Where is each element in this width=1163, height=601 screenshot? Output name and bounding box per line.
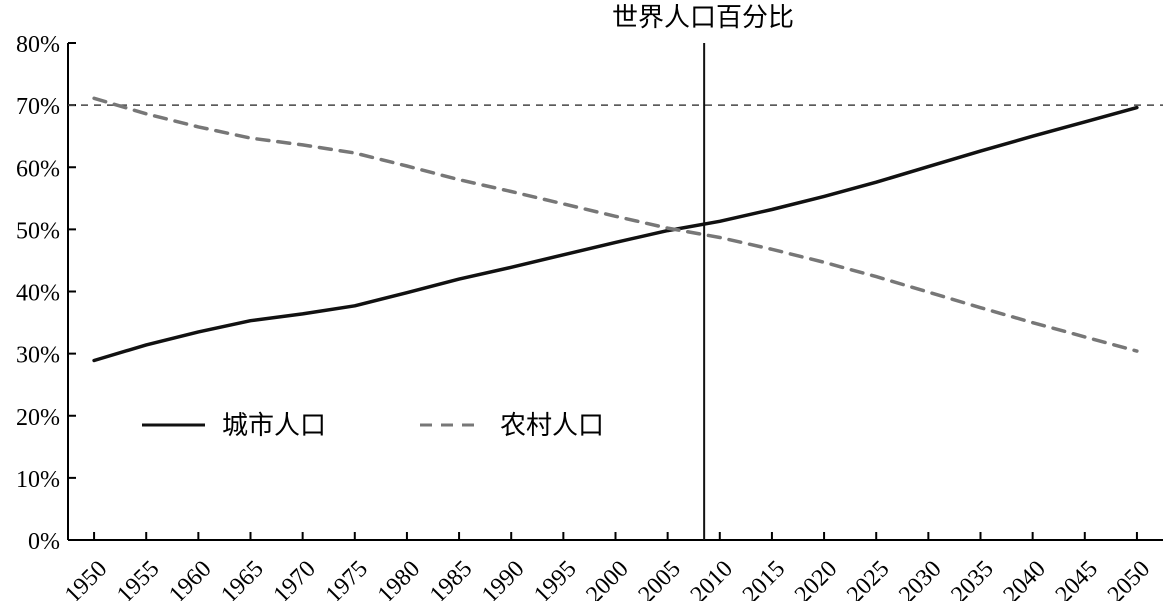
x-tick-label: 2045 bbox=[1051, 556, 1103, 601]
x-tick-label: 2020 bbox=[790, 556, 842, 601]
y-tick-label: 80% bbox=[16, 32, 60, 58]
x-tick-label: 1955 bbox=[112, 556, 164, 601]
y-tick-label: 0% bbox=[28, 529, 60, 555]
y-tick-label: 40% bbox=[16, 281, 60, 307]
legend: 城市人口 农村人口 bbox=[142, 411, 604, 441]
x-tick-label: 1950 bbox=[60, 556, 112, 601]
legend-label-urban: 城市人口 bbox=[222, 411, 326, 441]
x-tick-label: 1990 bbox=[477, 556, 529, 601]
axes bbox=[67, 43, 1163, 541]
x-ticks: 1950 1955 1960 1965 1970 1975 1980 1985 1990 1995… bbox=[60, 532, 1155, 601]
x-tick-label: 2015 bbox=[738, 556, 790, 601]
y-tick-label: 60% bbox=[16, 156, 60, 182]
reference-lines bbox=[68, 43, 1163, 540]
series-line-rural bbox=[92, 96, 1139, 353]
y-tick-label: 10% bbox=[16, 467, 60, 493]
chart-title: 世界人口百分比 bbox=[612, 3, 794, 33]
series-line-urban bbox=[92, 105, 1139, 363]
x-tick-label: 2025 bbox=[842, 556, 894, 601]
series-lines bbox=[92, 96, 1139, 363]
x-tick-label: 1985 bbox=[425, 556, 477, 601]
y-tick-label: 30% bbox=[16, 343, 60, 369]
x-tick-label: 1965 bbox=[216, 556, 268, 601]
x-tick-label: 1975 bbox=[321, 556, 373, 601]
x-tick-label: 1970 bbox=[269, 556, 321, 601]
x-tick-label: 2040 bbox=[999, 556, 1051, 601]
x-tick-label: 1995 bbox=[529, 556, 581, 601]
x-tick-label: 2050 bbox=[1103, 556, 1155, 601]
x-tick-label: 2005 bbox=[634, 556, 686, 601]
y-ticks: 0% 10% 20% 30% 40% 50% 60% 70% 80% bbox=[16, 32, 76, 555]
x-tick-label: 1980 bbox=[373, 556, 425, 601]
y-tick-label: 20% bbox=[16, 405, 60, 431]
x-tick-label: 2000 bbox=[581, 556, 633, 601]
x-tick-label: 2030 bbox=[894, 556, 946, 601]
legend-label-rural: 农村人口 bbox=[500, 411, 604, 441]
x-tick-label: 2035 bbox=[946, 556, 998, 601]
y-tick-label: 70% bbox=[16, 94, 60, 120]
y-tick-label: 50% bbox=[16, 218, 60, 244]
x-tick-label: 2010 bbox=[686, 556, 738, 601]
x-tick-label: 1960 bbox=[164, 556, 216, 601]
